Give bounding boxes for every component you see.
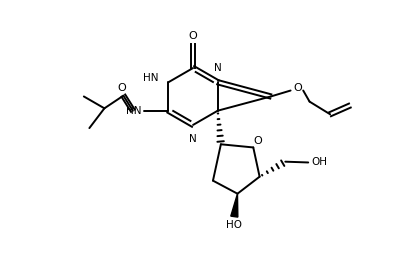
Text: O: O [254, 136, 262, 146]
Text: O: O [293, 83, 302, 93]
Text: OH: OH [311, 157, 327, 167]
Text: O: O [117, 83, 126, 93]
Text: HN: HN [143, 73, 158, 83]
Text: O: O [189, 31, 197, 41]
Text: N: N [189, 134, 197, 144]
Text: HN: HN [126, 106, 141, 116]
Polygon shape [231, 194, 238, 217]
Text: N: N [214, 63, 222, 73]
Text: HO: HO [226, 220, 242, 230]
